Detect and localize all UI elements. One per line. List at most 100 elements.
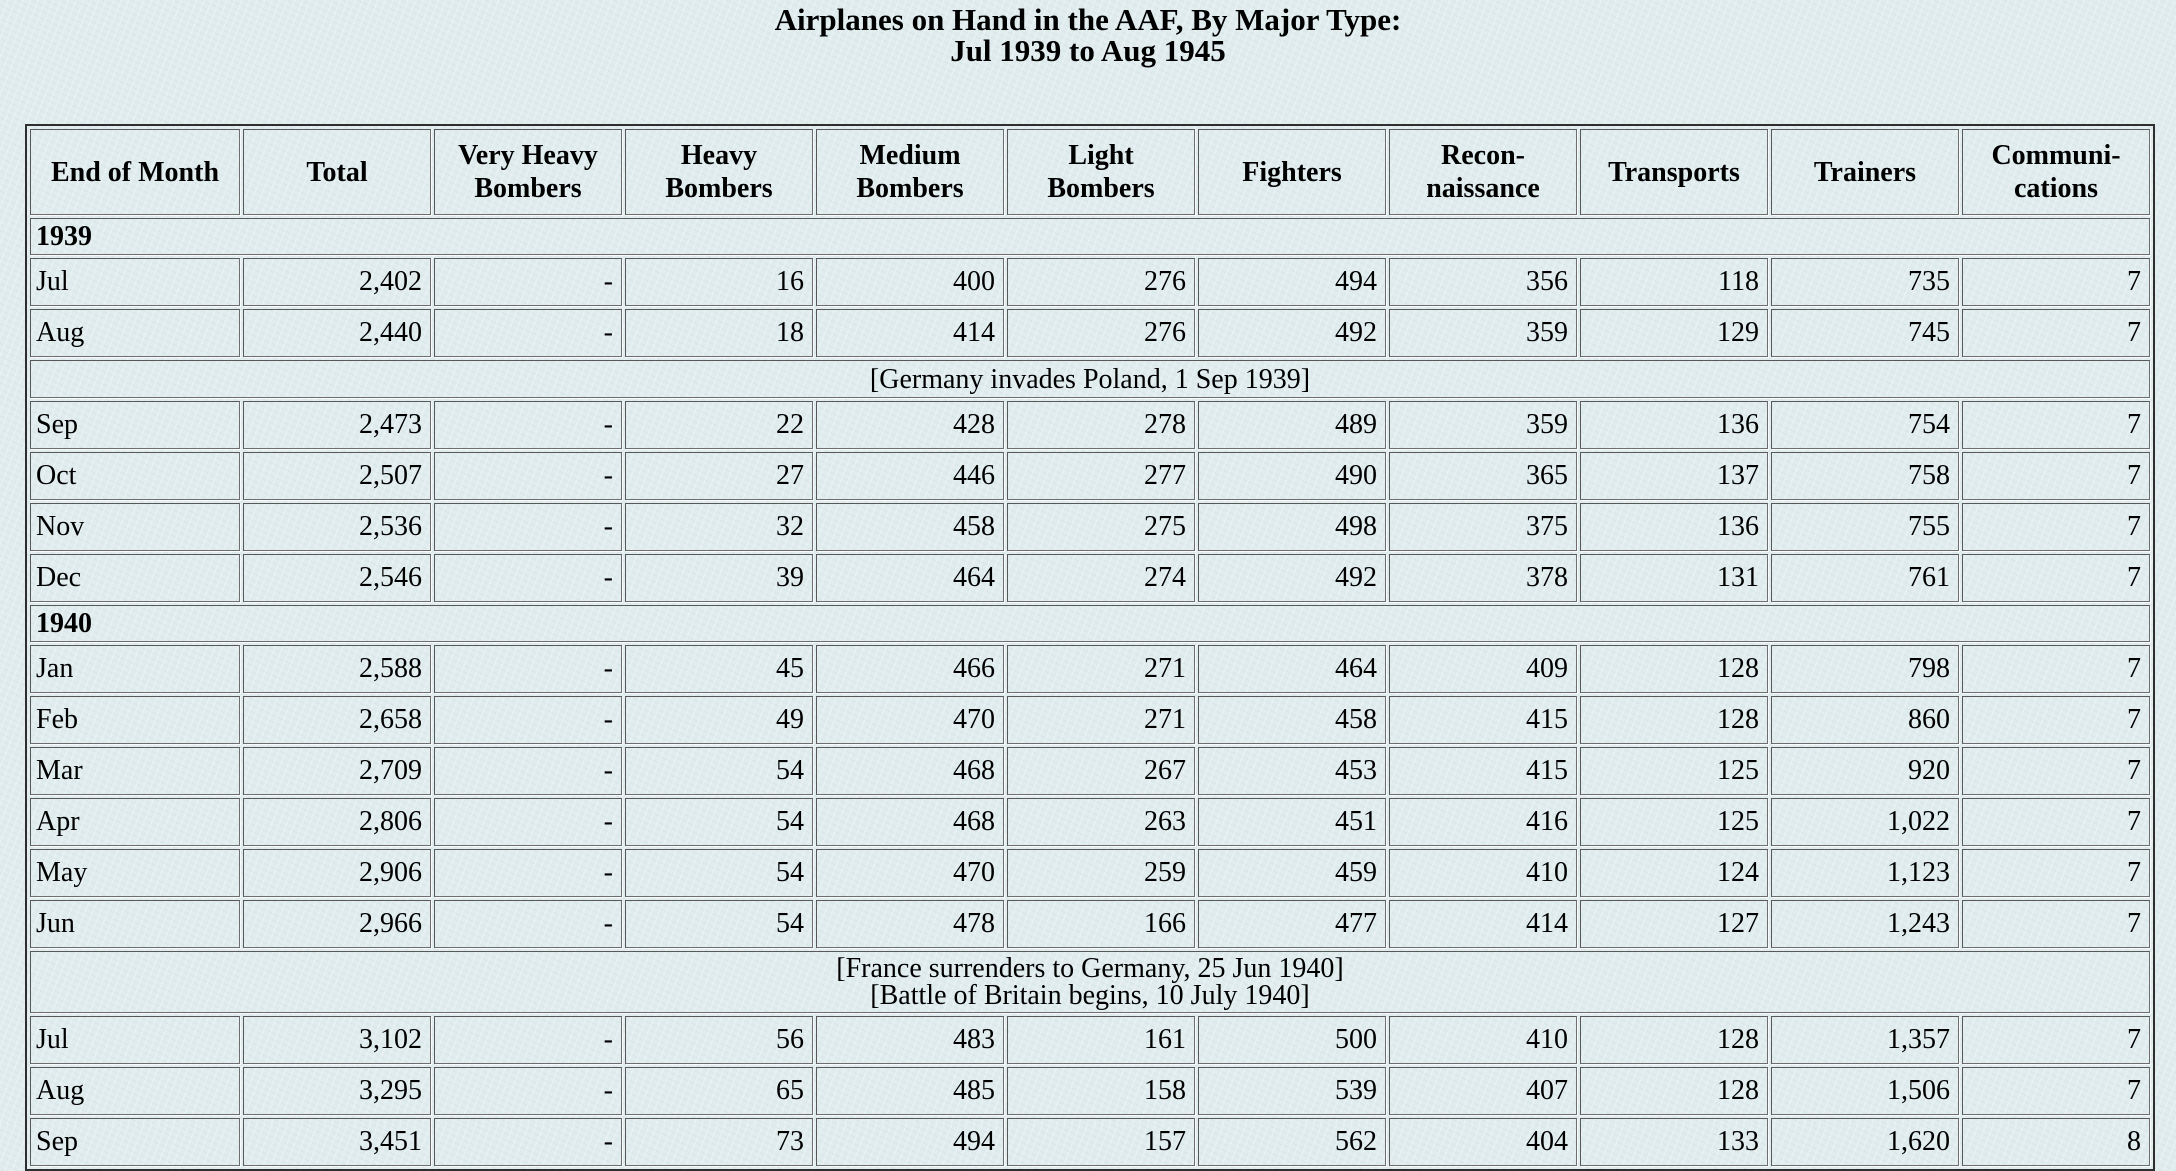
value-cell: 129 bbox=[1580, 309, 1768, 357]
table-row: Feb 2,658-49 470 271 458 415 128 860 7 bbox=[30, 696, 2150, 744]
value-cell: 7 bbox=[1962, 696, 2150, 744]
value-cell: 359 bbox=[1389, 401, 1577, 449]
value-cell: 464 bbox=[1198, 645, 1386, 693]
table-row: Aug 2,440-18 414 276 492 359 129 745 7 bbox=[30, 309, 2150, 357]
value-cell: 275 bbox=[1007, 503, 1195, 551]
table-row: Nov 2,536-32 458 275 498 375 136 755 7 bbox=[30, 503, 2150, 551]
value-cell: 3,102 bbox=[243, 1016, 431, 1064]
value-cell: 2,588 bbox=[243, 645, 431, 693]
value-cell: 428 bbox=[816, 401, 1004, 449]
value-cell: 414 bbox=[816, 309, 1004, 357]
value-cell: 8 bbox=[1962, 1118, 2150, 1166]
value-cell: - bbox=[434, 401, 622, 449]
value-cell: 136 bbox=[1580, 401, 1768, 449]
value-cell: - bbox=[434, 258, 622, 306]
column-header-line: Bombers bbox=[1047, 173, 1155, 204]
table-row: Aug 3,295-65 485 158 539 407 128 1,506 7 bbox=[30, 1067, 2150, 1115]
value-cell: 7 bbox=[1962, 900, 2150, 948]
value-cell: 137 bbox=[1580, 452, 1768, 500]
value-cell: 404 bbox=[1389, 1118, 1577, 1166]
value-cell: 500 bbox=[1198, 1016, 1386, 1064]
value-cell: 464 bbox=[816, 554, 1004, 602]
value-cell: 131 bbox=[1580, 554, 1768, 602]
column-header-line: Bombers bbox=[474, 173, 582, 204]
value-cell: 446 bbox=[816, 452, 1004, 500]
table-row: Jul 3,102-56 483 161 500 410 128 1,357 7 bbox=[30, 1016, 2150, 1064]
value-cell: 410 bbox=[1389, 1016, 1577, 1064]
month-cell: Jun bbox=[30, 900, 240, 948]
value-cell: 16 bbox=[625, 258, 813, 306]
column-header: Transports bbox=[1580, 129, 1768, 215]
value-cell: 7 bbox=[1962, 645, 2150, 693]
value-cell: 7 bbox=[1962, 452, 2150, 500]
value-cell: 271 bbox=[1007, 696, 1195, 744]
value-cell: 485 bbox=[816, 1067, 1004, 1115]
event-note-row: [France surrenders to Germany, 25 Jun 19… bbox=[30, 951, 2150, 1013]
value-cell: 410 bbox=[1389, 849, 1577, 897]
value-cell: 378 bbox=[1389, 554, 1577, 602]
value-cell: 562 bbox=[1198, 1118, 1386, 1166]
value-cell: 7 bbox=[1962, 258, 2150, 306]
value-cell: 470 bbox=[816, 849, 1004, 897]
value-cell: 157 bbox=[1007, 1118, 1195, 1166]
month-cell: May bbox=[30, 849, 240, 897]
value-cell: 2,658 bbox=[243, 696, 431, 744]
value-cell: 2,440 bbox=[243, 309, 431, 357]
value-cell: 2,546 bbox=[243, 554, 431, 602]
value-cell: 128 bbox=[1580, 1067, 1768, 1115]
column-header-line: Bombers bbox=[665, 173, 773, 204]
column-header-line: Very Heavy bbox=[458, 140, 598, 171]
value-cell: 7 bbox=[1962, 1067, 2150, 1115]
value-cell: 2,536 bbox=[243, 503, 431, 551]
value-cell: 127 bbox=[1580, 900, 1768, 948]
value-cell: 920 bbox=[1771, 747, 1959, 795]
value-cell: 125 bbox=[1580, 798, 1768, 846]
value-cell: 7 bbox=[1962, 1016, 2150, 1064]
value-cell: 2,402 bbox=[243, 258, 431, 306]
month-cell: Oct bbox=[30, 452, 240, 500]
value-cell: 118 bbox=[1580, 258, 1768, 306]
value-cell: 7 bbox=[1962, 747, 2150, 795]
table-body: 1939 Jul 2,402-16 400 276 494 356 118 735 7 Aug 2,4… bbox=[30, 218, 2150, 1166]
value-cell: 1,357 bbox=[1771, 1016, 1959, 1064]
column-header-line: Light bbox=[1068, 140, 1134, 171]
value-cell: 45 bbox=[625, 645, 813, 693]
column-header-line: Recon- bbox=[1441, 140, 1525, 171]
value-cell: 54 bbox=[625, 747, 813, 795]
value-cell: 271 bbox=[1007, 645, 1195, 693]
table-row: Sep 2,473-22 428 278 489 359 136 754 7 bbox=[30, 401, 2150, 449]
value-cell: 416 bbox=[1389, 798, 1577, 846]
value-cell: 133 bbox=[1580, 1118, 1768, 1166]
column-header-line: Heavy bbox=[680, 140, 758, 171]
value-cell: 356 bbox=[1389, 258, 1577, 306]
value-cell: 73 bbox=[625, 1118, 813, 1166]
value-cell: 539 bbox=[1198, 1067, 1386, 1115]
column-header-line: Total bbox=[306, 156, 368, 188]
event-note-line: [Battle of Britain begins, 10 July 1940] bbox=[870, 980, 1310, 1011]
value-cell: 798 bbox=[1771, 645, 1959, 693]
page-title-line1: Airplanes on Hand in the AAF, By Major T… bbox=[774, 2, 1402, 37]
value-cell: 124 bbox=[1580, 849, 1768, 897]
column-header-line: Bombers bbox=[856, 173, 964, 204]
value-cell: 267 bbox=[1007, 747, 1195, 795]
value-cell: 2,906 bbox=[243, 849, 431, 897]
column-header-line: naissance bbox=[1426, 173, 1540, 204]
column-header-line: Trainers bbox=[1813, 156, 1917, 188]
value-cell: 3,451 bbox=[243, 1118, 431, 1166]
value-cell: 7 bbox=[1962, 798, 2150, 846]
table-row: May 2,906-54 470 259 459 410 124 1,123 7 bbox=[30, 849, 2150, 897]
month-cell: Nov bbox=[30, 503, 240, 551]
value-cell: 278 bbox=[1007, 401, 1195, 449]
value-cell: 276 bbox=[1007, 309, 1195, 357]
event-note: [France surrenders to Germany, 25 Jun 19… bbox=[30, 951, 2150, 1013]
year-section-row: 1940 bbox=[30, 605, 2150, 642]
column-header: Medium Bombers bbox=[816, 129, 1004, 215]
value-cell: 451 bbox=[1198, 798, 1386, 846]
month-cell: Jan bbox=[30, 645, 240, 693]
value-cell: 7 bbox=[1962, 309, 2150, 357]
value-cell: 470 bbox=[816, 696, 1004, 744]
value-cell: 400 bbox=[816, 258, 1004, 306]
column-header: Light Bombers bbox=[1007, 129, 1195, 215]
table-row: Apr 2,806-54 468 263 451 416 125 1,022 7 bbox=[30, 798, 2150, 846]
value-cell: - bbox=[434, 452, 622, 500]
